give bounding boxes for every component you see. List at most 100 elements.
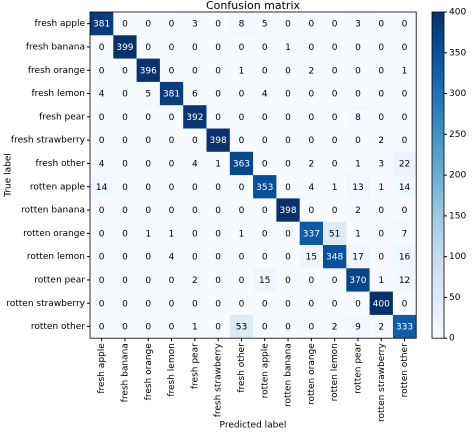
- cell-label: 0: [122, 136, 128, 146]
- cell: [113, 151, 137, 176]
- cell-label: 0: [99, 136, 105, 146]
- cell: [183, 151, 207, 176]
- cell: [323, 268, 347, 292]
- cell-label: 53: [236, 323, 247, 333]
- cell: [206, 151, 231, 176]
- colorbar-tick-label: 300: [449, 89, 466, 99]
- cell: [183, 268, 207, 292]
- cell: [229, 128, 254, 153]
- cell-label: 0: [145, 136, 151, 146]
- colorbar-tick-label: 400: [449, 8, 466, 18]
- cell-label: 0: [308, 20, 314, 30]
- cell-label: 0: [239, 113, 245, 123]
- cell: [113, 314, 137, 339]
- cell: [299, 151, 324, 176]
- cell-label: 0: [145, 20, 151, 30]
- cell: [159, 291, 184, 316]
- cell-label: 0: [122, 90, 128, 100]
- cell: [392, 175, 417, 199]
- cell-label: 0: [402, 299, 408, 309]
- cell-label: 2: [355, 206, 361, 216]
- cell: [323, 245, 347, 269]
- cell: [113, 221, 137, 246]
- cell-label: 353: [256, 183, 273, 193]
- cell: [276, 58, 300, 83]
- cell-label: 3: [378, 159, 384, 169]
- cell: [206, 12, 231, 36]
- cell: [113, 105, 137, 129]
- cell-label: 0: [169, 323, 175, 333]
- cell: [90, 128, 114, 153]
- cell: [253, 105, 277, 129]
- cell-label: 0: [378, 229, 384, 239]
- cell: [159, 151, 184, 176]
- cell-label: 0: [99, 276, 105, 286]
- cell: [136, 105, 161, 129]
- cell: [392, 314, 417, 339]
- cell: [253, 198, 277, 222]
- cell: [90, 12, 114, 36]
- cell: [113, 198, 137, 222]
- cell: [369, 268, 394, 292]
- cell-label: 0: [239, 183, 245, 193]
- cell-label: 0: [145, 159, 151, 169]
- cell: [253, 151, 277, 176]
- cell: [346, 35, 370, 59]
- cell: [299, 314, 324, 339]
- cell: [229, 175, 254, 199]
- cell: [229, 268, 254, 292]
- cell-label: 0: [122, 20, 128, 30]
- cell-label: 0: [169, 206, 175, 216]
- cell-label: 348: [326, 253, 343, 263]
- cell-label: 4: [99, 90, 105, 100]
- y-tick-label: fresh pear: [39, 112, 85, 122]
- cell: [392, 58, 417, 83]
- cell-label: 0: [308, 90, 314, 100]
- cell: [229, 221, 254, 246]
- cell: [392, 12, 417, 36]
- cell: [206, 268, 231, 292]
- cell: [183, 81, 207, 106]
- cell: [276, 105, 300, 129]
- cell: [369, 221, 394, 246]
- cell-label: 0: [239, 136, 245, 146]
- cell-label: 0: [378, 253, 384, 263]
- cell: [136, 245, 161, 269]
- cell-label: 0: [402, 43, 408, 53]
- cell: [113, 128, 137, 153]
- cell-label: 8: [355, 113, 361, 123]
- y-tick-label: rotten lemon: [27, 252, 85, 262]
- cell: [369, 314, 394, 339]
- cell-label: 4: [262, 90, 268, 100]
- cell-label: 14: [399, 183, 411, 193]
- cell: [253, 314, 277, 339]
- colorbar: [431, 11, 445, 339]
- cell-label: 8: [239, 20, 245, 30]
- cell: [299, 291, 324, 316]
- cell: [229, 245, 254, 269]
- cell-label: 1: [215, 159, 221, 169]
- cell-label: 381: [163, 90, 180, 100]
- cell-label: 0: [99, 66, 105, 76]
- cell-label: 0: [122, 276, 128, 286]
- cell-label: 0: [215, 66, 221, 76]
- cell-label: 0: [355, 90, 361, 100]
- cell: [276, 175, 300, 199]
- y-tick-label: rotten orange: [23, 229, 85, 239]
- cell: [346, 128, 370, 153]
- cell-label: 0: [262, 159, 268, 169]
- cell-label: 0: [332, 299, 338, 309]
- cell-label: 0: [215, 206, 221, 216]
- cell: [183, 128, 207, 153]
- x-tick-label: fresh strawberry: [214, 343, 224, 418]
- cell: [206, 291, 231, 316]
- cell-label: 0: [215, 113, 221, 123]
- cell: [206, 35, 231, 59]
- cell: [346, 81, 370, 106]
- cell: [136, 12, 161, 36]
- cell: [229, 81, 254, 106]
- cell-label: 0: [402, 113, 408, 123]
- cell-label: 0: [192, 66, 198, 76]
- cell: [392, 268, 417, 292]
- cell: [229, 35, 254, 59]
